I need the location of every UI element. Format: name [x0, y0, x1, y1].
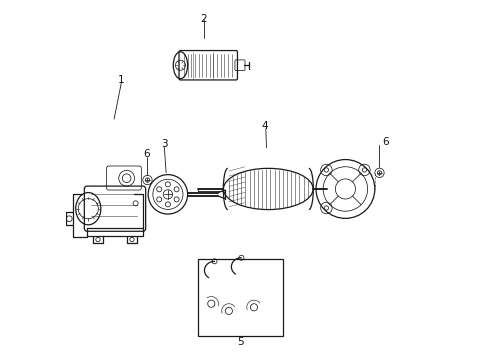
Text: 3: 3 — [161, 139, 168, 149]
Text: 5: 5 — [237, 337, 244, 347]
Text: 2: 2 — [200, 14, 207, 24]
Text: 6: 6 — [143, 149, 149, 159]
Text: 6: 6 — [383, 138, 389, 147]
Text: 1: 1 — [118, 75, 124, 85]
Text: 4: 4 — [261, 121, 268, 131]
